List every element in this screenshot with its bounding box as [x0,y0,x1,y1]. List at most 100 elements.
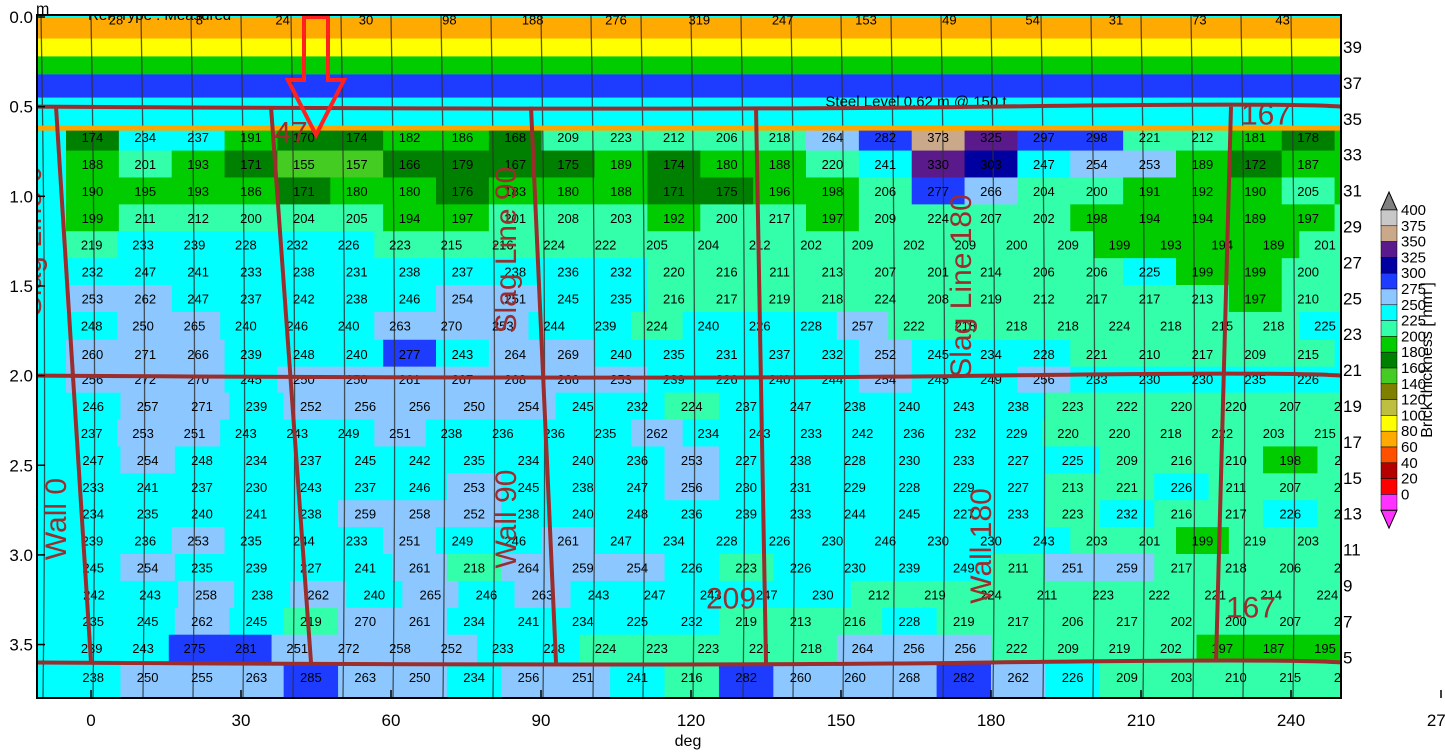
cell [555,662,611,698]
grid-line [640,15,646,698]
value-label: 226 [1062,670,1084,685]
value-label: 246 [504,534,526,549]
cell [610,662,666,698]
cell [501,554,557,582]
value-label: 261 [557,534,579,549]
cell [277,177,331,205]
cell [858,150,913,179]
cell [1263,446,1319,474]
value-label: 262 [307,587,329,602]
colorbar-level-label: 350 [1401,234,1426,251]
cell [1228,366,1283,394]
value-label: 259 [572,560,594,575]
cell [1017,150,1071,179]
right-axis-label: 5 [1343,648,1352,667]
grid-line [290,15,296,698]
cell [322,231,375,259]
value-label: 241 [187,265,209,280]
value-label: 193 [1160,238,1182,253]
value-label: 235 [82,614,104,629]
value-label: 261 [399,372,421,387]
cell [1426,473,1445,500]
cell [858,366,913,394]
cell [425,634,478,664]
x-tick-label: 60 [382,711,401,730]
value-label: 171 [293,184,315,199]
cell [425,231,478,259]
cell [1281,128,1336,152]
value-label: 193 [187,184,209,199]
cell [283,473,339,501]
cell [647,527,701,555]
value-label: 213 [1366,641,1388,656]
cell [1402,635,1445,663]
cell [1093,419,1146,448]
cell [936,662,992,698]
colorbar: 4003753503253002752502252001801601401201… [1380,190,1436,530]
value-label: 217 [769,211,791,226]
value-label: 221 [1116,480,1138,495]
value-label: 247 [610,534,632,549]
value-label: 230 [899,453,921,468]
cell [555,500,611,528]
cell [1334,366,1341,394]
value-label: 259 [354,507,376,522]
grid-line [340,15,346,698]
value-label: 218 [1160,426,1182,441]
cell [1154,662,1210,698]
cell [1154,446,1210,474]
cell [118,128,173,152]
colorbar-bottom-extension [1380,509,1398,530]
cell [631,634,684,664]
cell [224,339,279,368]
cell [1387,151,1440,178]
value-label: 202 [1033,211,1055,226]
colorbar-swatch [1380,272,1398,290]
value-label: 260 [844,670,866,685]
value-label: 246 [399,292,421,307]
value-label: 223 [389,238,411,253]
cell [647,366,701,394]
value-label: 373 [927,130,949,145]
cell [1372,446,1427,473]
cell [1281,258,1336,286]
colorbar-swatch [1380,320,1398,337]
value-label: 243 [452,347,474,362]
value-label: 216 [716,265,738,280]
cell [1299,419,1341,448]
cell [1070,285,1124,313]
value-label: 207 [1279,480,1301,495]
cell [664,446,720,474]
value-label: 234 [980,347,1002,362]
cell [1070,366,1124,394]
value-label: 257 [137,399,159,414]
value-label: 209 [1334,670,1356,685]
cell [383,366,437,394]
cell [528,419,581,448]
cell [827,446,883,474]
cell [888,634,941,664]
x-tick-label: 90 [532,711,551,730]
value-label: 238 [790,453,812,468]
grid-line [990,15,996,698]
value-label: 245 [927,347,949,362]
cell [911,258,966,286]
cell [66,311,118,341]
value-label: 252 [463,507,485,522]
value-label: 218 [1225,560,1247,575]
cell [773,392,829,421]
cell [224,128,279,152]
cell [283,554,339,582]
cell [488,128,543,152]
cell [402,580,460,609]
value-label: 215 [1314,426,1336,441]
value-label: 237 [735,399,757,414]
value-label: 246 [409,480,431,495]
value-label: 218 [800,641,822,656]
cell [322,634,375,664]
cell [1263,392,1319,421]
cell [1263,500,1319,528]
value-label: 213 [790,614,812,629]
cell [1228,204,1283,232]
cell [1154,554,1210,582]
